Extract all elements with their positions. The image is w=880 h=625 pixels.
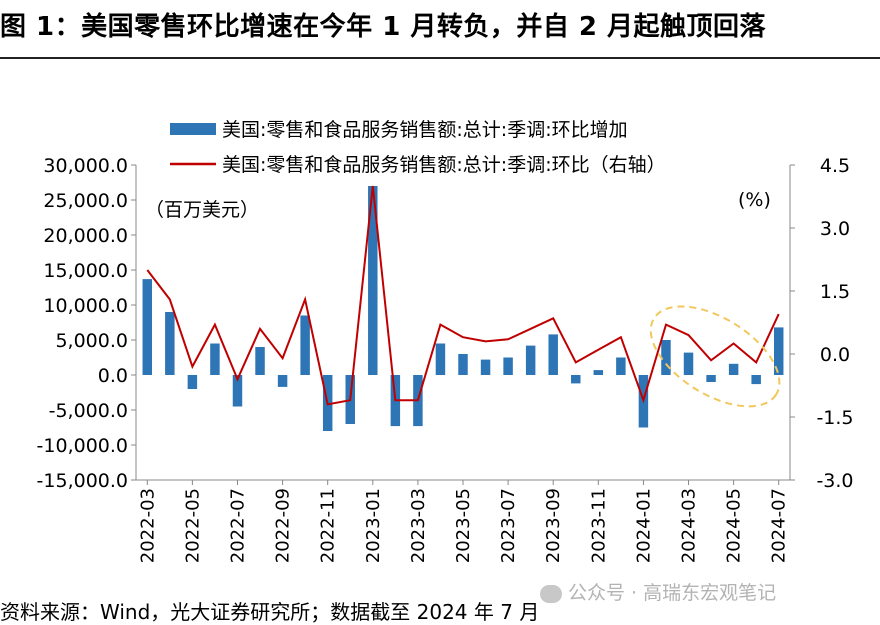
right-tick-label: 3.0	[820, 218, 850, 240]
bar-2022-07	[232, 375, 243, 407]
bar-2023-11	[593, 370, 604, 375]
x-tick-label-2023-03: 2023-03	[408, 488, 429, 563]
bar-2023-09	[548, 334, 558, 375]
x-tick-label-2023-11: 2023-11	[588, 488, 609, 563]
x-tick-label-2022-11: 2022-11	[318, 488, 339, 563]
left-tick-label: 0.0	[98, 365, 128, 387]
bar-2022-09	[277, 375, 288, 387]
x-tick-label-2024-01: 2024-01	[633, 488, 654, 563]
x-tick-label-2023-01: 2023-01	[363, 488, 384, 563]
watermark-text: 公众号 · 高瑞东宏观笔记	[568, 582, 777, 604]
bar-2024-05	[728, 363, 739, 375]
x-tick-label-2023-07: 2023-07	[498, 488, 519, 563]
bar-2024-04	[706, 375, 716, 382]
right-axis-unit: (%)	[738, 189, 771, 211]
source-note: 资料来源：Wind，光大证券研究所；数据截至 2024 年 7 月	[0, 600, 540, 624]
figure-title: 图 1：美国零售环比增速在今年 1 月转负，并自 2 月起触顶回落	[0, 12, 767, 42]
x-tick-label-2022-09: 2022-09	[273, 488, 294, 563]
x-tick-label-2024-05: 2024-05	[724, 488, 745, 563]
bar-2024-07	[773, 327, 784, 375]
bar-2022-08	[255, 347, 265, 375]
bar-2024-03	[683, 352, 694, 375]
x-tick-label-2022-07: 2022-07	[227, 488, 248, 563]
wechat-icon	[540, 584, 562, 603]
bar-2022-05	[187, 375, 198, 389]
bar-2022-06	[210, 343, 220, 375]
x-tick-label-2022-05: 2022-05	[182, 488, 203, 563]
bar-2022-04	[165, 312, 175, 375]
left-tick-label: 15,000.0	[43, 260, 128, 282]
left-tick-label: 5,000.0	[55, 330, 128, 352]
right-tick-label: 4.5	[820, 155, 850, 177]
bar-2023-10	[571, 375, 581, 384]
line-series-mom-pct	[146, 185, 780, 406]
right-tick-label: 1.5	[820, 281, 850, 303]
right-tick-label: -3.0	[816, 470, 853, 492]
watermark: 公众号 · 高瑞东宏观笔记	[540, 578, 776, 605]
left-tick-label: 20,000.0	[43, 225, 128, 247]
bar-2023-06	[480, 359, 491, 375]
left-axis-unit: （百万美元）	[145, 199, 259, 221]
x-tick-label-2024-07: 2024-07	[769, 488, 790, 563]
bar-2023-07	[503, 357, 513, 375]
bar-2022-03	[142, 279, 153, 375]
bar-2023-12	[616, 357, 626, 375]
left-tick-label: 30,000.0	[43, 155, 128, 177]
bar-2024-02	[661, 340, 671, 375]
bar-2024-06	[751, 375, 761, 385]
title-rule	[0, 57, 880, 59]
chart: -15,000.0 -10,000.0 -5,000.0 0.0 5,000.0 10,0…	[37, 119, 854, 563]
bar-2023-01	[368, 186, 378, 375]
x-tick-label-2023-09: 2023-09	[543, 488, 564, 563]
bar-2023-05	[458, 354, 468, 375]
left-tick-label: -5,000.0	[49, 400, 128, 422]
x-tick-label-2022-03: 2022-03	[137, 488, 158, 563]
left-tick-label: -10,000.0	[37, 435, 128, 457]
right-tick-label: 0.0	[820, 344, 850, 366]
left-tick-label: 10,000.0	[43, 295, 128, 317]
bar-2023-08	[525, 345, 536, 375]
x-tick-label-2024-03: 2024-03	[679, 488, 700, 563]
legend-label-bar: 美国:零售和食品服务销售额:总计:季调:环比增加	[222, 119, 628, 141]
legend-swatch-bar	[170, 123, 216, 135]
bar-2022-10	[300, 315, 310, 375]
x-tick-label-2023-05: 2023-05	[453, 488, 474, 563]
left-tick-label: -15,000.0	[37, 470, 128, 492]
annotation-ellipse	[649, 305, 781, 408]
legend-label-line: 美国:零售和食品服务销售额:总计:季调:环比（右轴）	[222, 154, 666, 176]
left-tick-label: 25,000.0	[43, 190, 128, 212]
right-tick-label: -1.5	[816, 407, 853, 429]
bar-2023-04	[435, 343, 446, 375]
